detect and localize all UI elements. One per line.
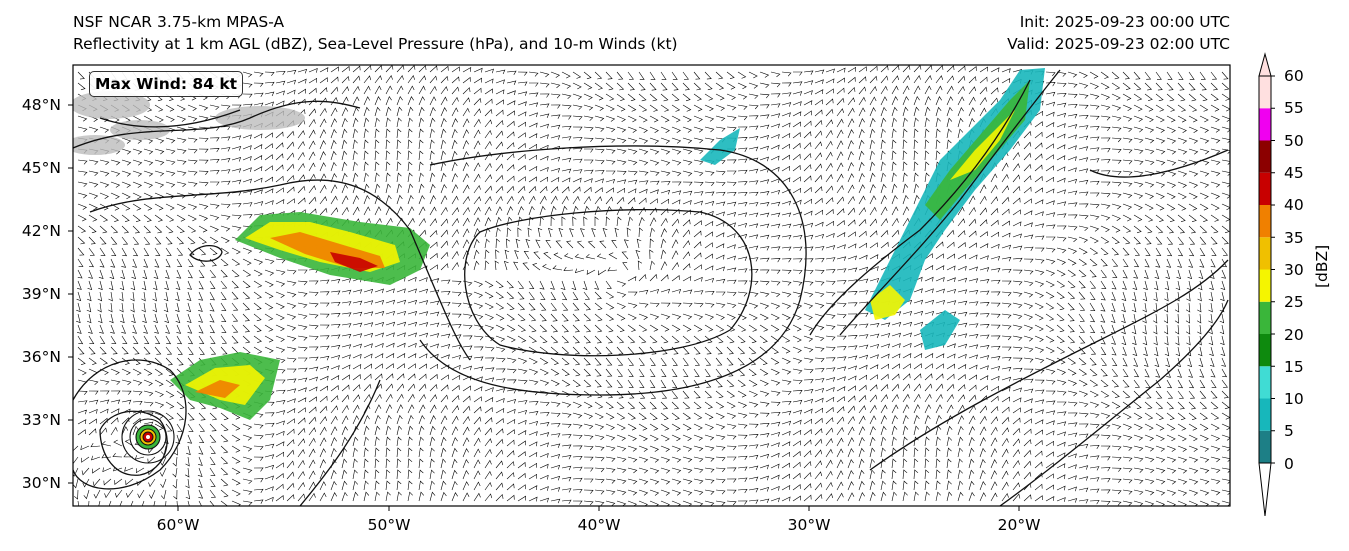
reflectivity-echo (215, 106, 305, 130)
colorbar-tick-label: 45 (1284, 164, 1304, 182)
colorbar-segment (1259, 108, 1271, 141)
reflectivity-echo (950, 110, 1015, 180)
lat-tick-label: 42°N (21, 222, 61, 240)
colorbar (1258, 52, 1275, 517)
colorbar-tick-label: 25 (1284, 293, 1304, 311)
reflectivity-echo (700, 128, 740, 165)
colorbar-tick-label: 30 (1284, 261, 1304, 279)
lat-tick-label: 48°N (21, 96, 61, 114)
lat-tick-label: 36°N (21, 348, 61, 366)
max-wind-label: Max Wind: 84 kt (89, 71, 244, 97)
fields-title: Reflectivity at 1 km AGL (dBZ), Sea-Leve… (73, 35, 678, 53)
wind-barbs-layer (73, 65, 1230, 506)
colorbar-tick-label: 10 (1284, 390, 1304, 408)
reflectivity-echo (73, 91, 150, 119)
colorbar-segment (1259, 140, 1271, 173)
colorbar-segment (1259, 269, 1271, 302)
colorbar-segment (1259, 366, 1271, 399)
colorbar-segment (1259, 237, 1271, 270)
colorbar-tick-label: 55 (1284, 99, 1304, 117)
colorbar-tick-label: 60 (1284, 67, 1304, 85)
lon-tick-label: 30°W (787, 516, 831, 534)
colorbar-extend-high (1258, 52, 1272, 77)
init-time: Init: 2025-09-23 00:00 UTC (1019, 13, 1230, 31)
lat-tick-label: 30°N (21, 474, 61, 492)
colorbar-segment (1259, 301, 1271, 334)
reflectivity-echo (73, 135, 125, 155)
lon-tick-label: 20°W (997, 516, 1041, 534)
colorbar-tick-label: 50 (1284, 132, 1304, 150)
lat-tick-label: 45°N (21, 159, 61, 177)
hurricane-core (121, 410, 175, 464)
reflectivity-layer (73, 68, 1045, 420)
reflectivity-echo (870, 285, 905, 320)
lat-tick-label: 33°N (21, 411, 61, 429)
model-title: NSF NCAR 3.75-km MPAS-A (73, 13, 285, 31)
colorbar-tick-label: 5 (1284, 422, 1294, 440)
map-background (73, 65, 1230, 506)
isobar-layer (73, 69, 1229, 506)
colorbar-segment (1259, 76, 1271, 109)
colorbar-segment (1259, 398, 1271, 431)
lon-tick-label: 40°W (577, 516, 621, 534)
lat-tick-label: 39°N (21, 285, 61, 303)
lon-tick-label: 50°W (367, 516, 411, 534)
colorbar-segment (1259, 172, 1271, 205)
colorbar-tick-label: 0 (1284, 455, 1294, 473)
valid-time: Valid: 2025-09-23 02:00 UTC (1007, 35, 1230, 53)
colorbar-tick-label: 15 (1284, 358, 1304, 376)
lon-tick-label: 60°W (156, 516, 200, 534)
reflectivity-echo (920, 310, 960, 350)
reflectivity-echo (195, 380, 240, 398)
colorbar-extend-low (1258, 462, 1272, 517)
reflectivity-echo (330, 252, 378, 272)
colorbar-segment (1259, 205, 1271, 238)
colorbar-segment (1259, 334, 1271, 367)
colorbar-segment (1259, 430, 1271, 463)
map-frame (72, 64, 1231, 507)
colorbar-tick-label: 20 (1284, 326, 1304, 344)
colorbar-title: [dBZ] (1313, 244, 1331, 288)
colorbar-tick-label: 35 (1284, 229, 1304, 247)
wind-barbs (73, 65, 1230, 506)
colorbar-tick-label: 40 (1284, 196, 1304, 214)
